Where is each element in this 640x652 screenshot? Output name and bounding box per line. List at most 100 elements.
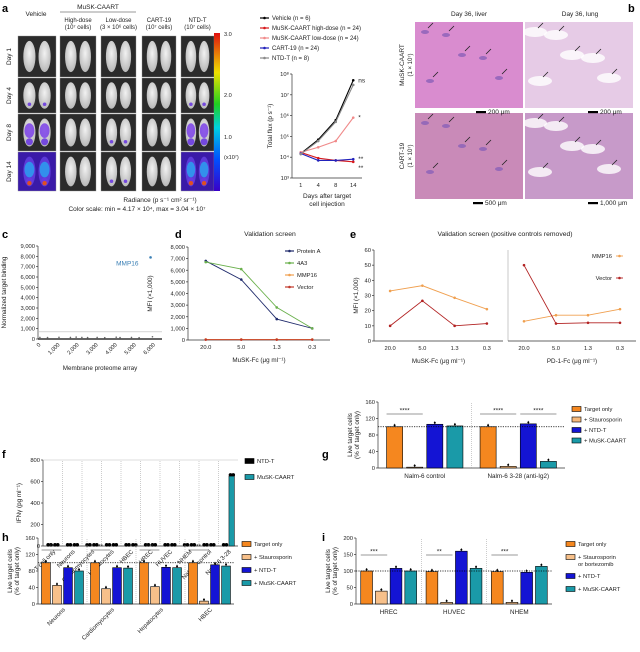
tissue-feature [442, 124, 450, 128]
data-point [189, 543, 194, 547]
y-tick-label: 3,000 [20, 306, 35, 312]
arrow-icon [595, 48, 602, 55]
tissue-feature [544, 121, 568, 131]
data-point [170, 543, 174, 547]
data-point [475, 565, 478, 568]
bioluminescence-hotspot [201, 181, 207, 186]
panel-label-f: f [2, 449, 6, 461]
x-tick-label: 8 [334, 183, 337, 189]
data-point [39, 336, 41, 339]
x-tick-label: 1.3 [451, 346, 459, 352]
tissue-feature [479, 56, 487, 60]
arrow-icon [448, 116, 455, 123]
colorbar [214, 33, 220, 191]
mouse-silhouette [146, 40, 158, 73]
bar [112, 567, 122, 605]
legend-swatch [571, 416, 582, 423]
data-point [316, 159, 320, 162]
series-line [523, 264, 620, 325]
bar [505, 602, 519, 605]
panel-label-i: i [322, 532, 325, 544]
tissue-feature [495, 76, 503, 80]
y-tick-label: 1,000 [170, 326, 185, 332]
legend-label: Vector [596, 276, 613, 282]
mouse-silhouette [160, 156, 172, 187]
mouse-silhouette [38, 40, 51, 73]
category-label: Hepatocytes [137, 607, 165, 635]
data-point [202, 598, 205, 601]
data-point [334, 139, 338, 143]
column-header: Day 36, lung [562, 11, 599, 18]
data-point [124, 543, 128, 547]
y-tick-label: 2,000 [170, 315, 185, 321]
x-tick-label: 5.0 [418, 346, 426, 352]
data-point [165, 564, 168, 567]
arrow-icon [432, 162, 439, 169]
row-label-dose: (1 × 10⁷) [407, 53, 414, 76]
bioluminescence-signal [123, 139, 128, 144]
data-point [65, 543, 70, 547]
y-tick-label: 80 [29, 569, 35, 575]
significance-label: * [358, 115, 361, 122]
condition-header: Low-dose [105, 18, 132, 24]
bioluminescence-signal [41, 138, 49, 146]
y-tick-label: 20 [365, 309, 371, 315]
legend-swatch [244, 458, 255, 464]
mouse-silhouette [119, 82, 132, 109]
data-point [115, 336, 118, 338]
bar [139, 562, 149, 605]
bar [535, 566, 548, 605]
x-axis-label: Membrane proteome array [63, 365, 138, 372]
data-point [127, 565, 130, 568]
bar [150, 586, 160, 605]
bar [540, 461, 557, 469]
y-tick-label: 1,000 [20, 327, 35, 333]
x-tick-label: 0.3 [616, 346, 624, 352]
data-point [146, 543, 151, 547]
legend-label: Target only [578, 542, 606, 548]
y-tick-label: 120 [365, 417, 375, 423]
data-point [151, 335, 154, 338]
y-tick-label: 0 [32, 602, 35, 608]
arrow-icon [501, 68, 508, 75]
imaging-grid: Day 1 Day 4 Day 8 Day 14 [6, 35, 215, 192]
y-tick-label: 100 [343, 569, 353, 575]
data-point [114, 543, 119, 547]
data-point [554, 322, 558, 325]
y-tick-label: 6,000 [20, 275, 35, 281]
x-tick-label: 20.0 [518, 346, 529, 352]
y-tick-label: 160 [25, 536, 35, 542]
legend-marker [288, 273, 291, 277]
category-label: NHEM [510, 609, 529, 616]
arrow-icon [432, 71, 439, 78]
chart-title: Validation screen (positive controls rem… [437, 231, 572, 238]
data-point [209, 543, 213, 547]
bar [469, 568, 483, 605]
data-point [153, 543, 158, 547]
data-point [119, 336, 121, 339]
panel-label-a: a [2, 3, 9, 15]
data-point [163, 543, 167, 547]
tissue-feature [523, 27, 547, 37]
legend-label: + MuSK-CAART [584, 439, 627, 445]
significance-label: *** [370, 549, 378, 556]
tissue-feature [523, 118, 547, 128]
data-point [104, 586, 107, 589]
bar [499, 466, 517, 469]
tissue-feature [458, 53, 466, 57]
data-point [58, 336, 60, 339]
bar [426, 423, 444, 469]
bioluminescence-hotspot [188, 181, 194, 186]
mouse-silhouette [119, 40, 132, 73]
legend-marker [288, 285, 291, 289]
tissue-feature [442, 33, 450, 37]
data-point [67, 565, 70, 568]
data-point [81, 336, 83, 339]
data-point [88, 543, 92, 547]
data-point [351, 160, 355, 164]
x-tick-label: 5.0 [552, 346, 560, 352]
bar [491, 571, 504, 605]
data-point [224, 543, 229, 547]
data-point [78, 568, 81, 571]
